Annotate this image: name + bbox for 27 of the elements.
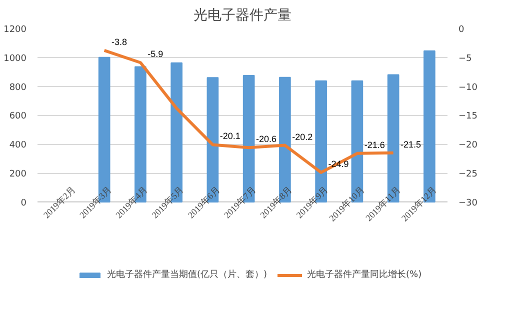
y-tick-label: 800 [9, 82, 27, 93]
y2-tick-label: −30 [458, 198, 478, 208]
chart-title: 光电子器件产量 [194, 8, 292, 24]
y-tick-label: 600 [9, 112, 27, 122]
y2-tick-label: −5 [458, 54, 472, 64]
y2-tick-label: −25 [458, 170, 478, 180]
y-tick-label: 1000 [4, 54, 27, 64]
data-label: -3.8 [112, 36, 128, 47]
data-label: -20.6 [256, 134, 277, 144]
data-label: -20.1 [220, 131, 240, 142]
y-tick-label: 0 [20, 198, 27, 208]
data-label: -5.9 [148, 49, 164, 60]
bar [387, 74, 400, 202]
y-tick-label: 1200 [4, 25, 27, 35]
line-series [102, 48, 395, 174]
y2-tick-label: −15 [458, 112, 478, 122]
y2-tick-label: −10 [458, 82, 478, 93]
bar [351, 80, 364, 202]
data-label: -21.6 [364, 140, 385, 150]
y2-tick-label: −20 [458, 140, 478, 151]
data-label: -20.2 [292, 132, 313, 142]
data-label: -21.5 [400, 139, 422, 150]
legend-label: 光电子器件产量当期值(亿只（片、套）) [107, 268, 268, 281]
y2-tick-label: 0 [458, 25, 464, 35]
y-tick-label: 200 [9, 170, 27, 180]
y-tick-label: 400 [9, 140, 27, 151]
legend-label: 光电子器件产量同比增长(%) [307, 268, 422, 281]
